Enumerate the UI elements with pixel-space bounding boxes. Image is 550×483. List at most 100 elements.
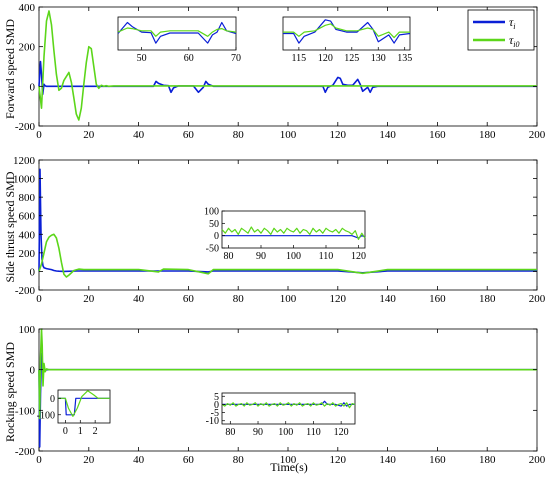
inset-x-tick-label: 110 [306,427,321,438]
y-tick-label: 800 [19,192,36,204]
panel-1-y-axis-label: Forward speed SMD [3,19,17,119]
y-tick-label: 400 [19,2,36,14]
x-tick-label: 40 [133,454,145,466]
x-tick-label: 200 [529,129,546,141]
panel-3-inset-1: 0 1 2-1000 [37,389,111,437]
inset-frame [57,389,111,424]
inset-x-tick-label: 120 [334,427,349,438]
y-tick-label: -200 [15,446,36,458]
inset-x-tick-label: 115 [292,53,307,64]
inset-x-tick-label: 100 [278,427,293,438]
y-tick-label: -200 [15,121,36,133]
inset-x-tick-label: 1 [78,426,83,437]
inset-1-series-2-line [117,27,237,37]
inset-x-tick-label: 125 [344,53,359,64]
panel-1-series-1-line [38,60,537,96]
x-tick-label: 20 [83,293,95,305]
inset-x-tick-label: 70 [231,53,241,64]
inset-frame [221,392,356,425]
panel-1-inset-1: 50 60 70 [117,16,241,64]
legend-label-1: τi [509,15,516,31]
x-tick-label: 80 [233,454,245,466]
x-tick-label: 160 [429,454,446,466]
shared-x-axis-label: Time(s) [270,460,308,474]
panel-2-y-axis-label: Side thrust speed SMD [3,171,17,282]
inset-y-tick-label: 50 [209,219,219,230]
y-tick-label: 600 [19,211,36,223]
inset-x-tick-label: 80 [225,427,235,438]
x-tick-label: 40 [133,293,145,305]
legend-box [467,9,535,51]
x-tick-label: 20 [83,129,95,141]
inset-y-tick-label: 0 [214,231,219,242]
y-tick-label: 0 [30,81,36,93]
inset-x-tick-label: 0 [63,426,68,437]
inset-x-tick-label: 135 [397,53,412,64]
inset-y-tick-label: -10 [206,416,219,427]
inset-2-series-2-line [283,23,410,39]
x-tick-label: 160 [429,129,446,141]
inset-y-tick-label: -100 [37,410,55,421]
inset-x-tick-label: 80 [224,251,234,262]
x-tick-label: 160 [429,293,446,305]
legend-label-2: τi0 [509,33,520,49]
inset-1-series-2-line [221,226,366,240]
inset-x-tick-label: 120 [351,251,366,262]
x-tick-label: 80 [233,293,245,305]
y-tick-label: 200 [19,248,36,260]
inset-x-tick-label: 100 [286,251,301,262]
panel-3-y-axis-label: Rocking speed SMD [3,342,17,442]
inset-y-tick-label: 0 [50,394,55,405]
panel-1-series-2-line [38,10,537,121]
x-tick-label: 100 [280,293,297,305]
x-tick-label: 0 [36,454,42,466]
x-tick-label: 180 [479,293,496,305]
y-tick-label: 1200 [13,155,36,167]
x-tick-label: 40 [133,129,145,141]
legend: τi τi0 [467,9,535,51]
x-tick-label: 120 [330,454,347,466]
x-tick-label: 200 [529,454,546,466]
x-tick-label: 60 [183,454,195,466]
inset-y-tick-label: -50 [206,244,219,255]
x-tick-label: 180 [479,129,496,141]
x-tick-label: 60 [183,129,195,141]
panel-3-series-2-line [38,328,537,420]
inset-1-series-2-line [58,390,110,417]
inset-x-tick-label: 90 [256,251,266,262]
panel-1-inset-2: 115 120 125 130 135 [282,16,412,64]
x-tick-label: 180 [479,454,496,466]
x-tick-label: 120 [330,129,347,141]
inset-y-tick-label: -5 [211,408,219,419]
x-tick-label: 80 [233,129,245,141]
y-tick-label: 0 [30,266,36,278]
x-tick-label: 0 [36,129,42,141]
y-tick-label: 0 [30,365,36,377]
y-tick-label: 400 [19,229,36,241]
inset-y-tick-label: 0 [214,400,219,411]
x-tick-label: 0 [36,293,42,305]
panel-3-inset-2: 80 90 100 110 120 -10-505 [206,392,356,438]
inset-x-tick-label: 2 [93,426,98,437]
x-tick-label: 140 [379,454,396,466]
y-tick-label: -100 [15,405,36,417]
x-tick-label: 20 [83,454,95,466]
y-tick-label: 100 [19,324,36,336]
y-tick-label: 200 [19,42,36,54]
inset-2-series-2-line [221,402,356,409]
inset-x-tick-label: 110 [319,251,334,262]
x-tick-label: 200 [529,293,546,305]
x-tick-label: 100 [280,454,297,466]
inset-x-tick-label: 90 [253,427,263,438]
inset-2-series-1-line [283,19,411,44]
x-tick-label: 60 [183,293,195,305]
panel-1: 0 20 40 60 80 100 120 140 160 180 200-2000200400Fo… [3,2,546,141]
panel-3: 0 20 40 60 80 100 120 140 160 180 200-200-1000100R… [3,324,546,466]
inset-y-tick-label: 100 [204,207,219,218]
y-tick-label: 1000 [13,174,36,186]
inset-y-tick-label: 5 [214,392,219,403]
x-tick-label: 140 [379,293,396,305]
x-tick-label: 100 [280,129,297,141]
inset-x-tick-label: 50 [137,53,147,64]
